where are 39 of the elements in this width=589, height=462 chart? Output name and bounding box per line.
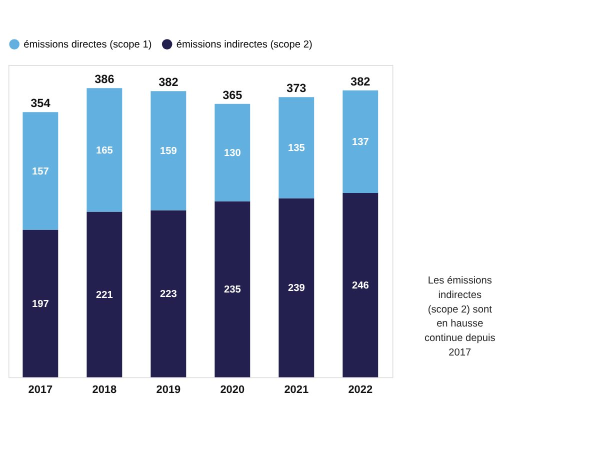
data-label: 130: [224, 148, 242, 159]
data-label: 165: [96, 145, 114, 156]
total-label: 386: [94, 72, 115, 86]
total-label: 382: [350, 74, 371, 88]
data-label: 157: [32, 166, 50, 178]
text: Les émissions indirectes (scope 2) sont en hausse continue depuis 2017: [424, 276, 496, 358]
data-label: 135: [288, 143, 306, 154]
data-label: 223: [160, 289, 178, 300]
data-label: 137: [352, 137, 370, 148]
data-label: 246: [352, 280, 370, 292]
x-tick-label: 2017: [28, 384, 53, 396]
x-tick-label: 2020: [220, 384, 245, 396]
data-label: 221: [96, 290, 114, 301]
bar: [86, 212, 122, 378]
total-label: 382: [158, 75, 179, 90]
legend-label: émissions indirectes (scope 2): [176, 40, 312, 51]
data-label: 197: [32, 298, 50, 310]
total-label: 354: [30, 96, 51, 110]
legend-label: émissions directes (scope 1): [24, 40, 152, 51]
x-tick-label: 2022: [348, 384, 373, 396]
bar: [278, 198, 314, 378]
x-tick-label: 2019: [156, 384, 181, 396]
data-label: 239: [288, 283, 306, 294]
data-label: 235: [224, 284, 242, 296]
x-tick-label: 2018: [92, 384, 117, 396]
bar: [342, 193, 378, 378]
bar: [150, 91, 186, 210]
bar: [22, 112, 58, 230]
x-tick-label: 2021: [284, 384, 309, 396]
total-label: 365: [222, 88, 243, 102]
total-label: 373: [286, 81, 307, 96]
bar: [22, 230, 58, 378]
bar: [342, 90, 378, 194]
bar: [86, 88, 122, 212]
data-label: 159: [160, 146, 178, 158]
bar: [214, 104, 250, 202]
bar: [150, 210, 186, 378]
bar: [278, 97, 314, 198]
bar: [214, 201, 250, 378]
